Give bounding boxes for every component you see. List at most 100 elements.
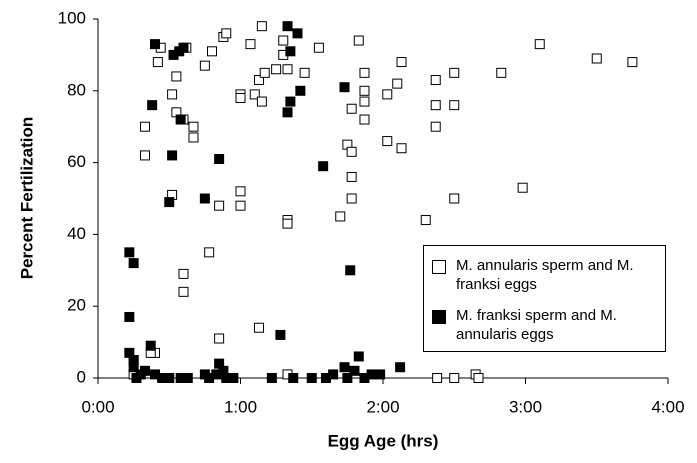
marker (266, 373, 277, 383)
marker (353, 35, 364, 46)
marker (288, 373, 299, 383)
marker (346, 103, 357, 114)
marker (167, 89, 178, 100)
marker (199, 193, 210, 204)
marker (328, 369, 339, 380)
marker (382, 136, 393, 147)
y-tick-label: 0 (77, 367, 86, 386)
y-tick-label: 80 (67, 80, 86, 99)
marker (140, 365, 151, 376)
marker (188, 132, 199, 143)
marker (171, 71, 182, 82)
legend-swatch (432, 260, 446, 274)
marker (221, 28, 232, 39)
marker (339, 82, 350, 93)
marker (449, 193, 460, 204)
x-axis-title: Egg Age (hrs) (328, 431, 439, 450)
marker (178, 42, 189, 53)
marker (147, 100, 158, 111)
marker (449, 67, 460, 78)
marker (292, 28, 303, 39)
marker (140, 150, 151, 161)
marker (152, 57, 163, 68)
x-tick-label: 2:00 (366, 397, 399, 416)
marker (124, 311, 135, 322)
marker (214, 154, 225, 165)
marker (342, 373, 353, 383)
marker (473, 373, 484, 383)
x-tick-label: 3:00 (509, 397, 542, 416)
marker (275, 329, 286, 340)
marker (359, 85, 370, 96)
marker (245, 39, 256, 50)
marker (282, 21, 293, 32)
marker (150, 39, 160, 50)
marker (182, 373, 193, 383)
marker (228, 373, 239, 383)
marker (254, 75, 265, 86)
marker (254, 322, 265, 333)
marker (204, 247, 215, 258)
marker (420, 215, 431, 226)
marker (285, 96, 296, 107)
marker (517, 182, 528, 193)
marker (178, 286, 189, 297)
marker (339, 362, 350, 373)
marker (188, 121, 199, 132)
marker (396, 143, 407, 154)
marker (318, 161, 329, 172)
marker (430, 75, 441, 86)
marker (214, 333, 225, 344)
marker (235, 92, 246, 103)
marker (285, 46, 296, 57)
marker (382, 89, 393, 100)
marker (349, 365, 360, 376)
marker (366, 369, 377, 380)
marker (346, 193, 357, 204)
x-tick-label: 0:00 (81, 397, 114, 416)
marker (395, 362, 406, 373)
marker (295, 85, 306, 96)
marker (128, 258, 139, 269)
marker (359, 67, 370, 78)
marker (278, 35, 289, 46)
marker (353, 351, 364, 362)
marker (249, 89, 260, 100)
marker (449, 100, 460, 111)
y-axis-title: Percent Fertilization (17, 117, 36, 279)
marker (256, 96, 267, 107)
marker (282, 64, 293, 75)
y-tick-label: 100 (58, 8, 86, 27)
marker (346, 146, 357, 157)
marker (145, 340, 156, 351)
legend-item: M. annularis sperm and M. franksi eggs (432, 256, 646, 294)
marker (306, 373, 317, 383)
marker (178, 268, 189, 279)
marker (496, 67, 507, 78)
marker (164, 197, 175, 208)
marker (167, 150, 178, 161)
marker (392, 78, 403, 89)
marker (345, 265, 356, 276)
legend-swatch (432, 310, 446, 324)
x-tick-label: 1:00 (224, 397, 257, 416)
marker (346, 171, 357, 182)
marker (128, 362, 139, 373)
marker (207, 46, 217, 57)
marker (534, 39, 545, 50)
marker (214, 200, 225, 211)
marker (235, 186, 246, 197)
legend-item: M. franksi sperm and M. annularis eggs (432, 306, 646, 344)
marker (235, 200, 246, 211)
y-tick-label: 40 (67, 224, 86, 243)
marker (313, 42, 324, 53)
marker (259, 67, 270, 78)
marker (335, 211, 346, 222)
marker (432, 373, 443, 383)
marker (396, 57, 407, 68)
marker (449, 373, 460, 383)
marker (299, 67, 310, 78)
marker (140, 121, 151, 132)
